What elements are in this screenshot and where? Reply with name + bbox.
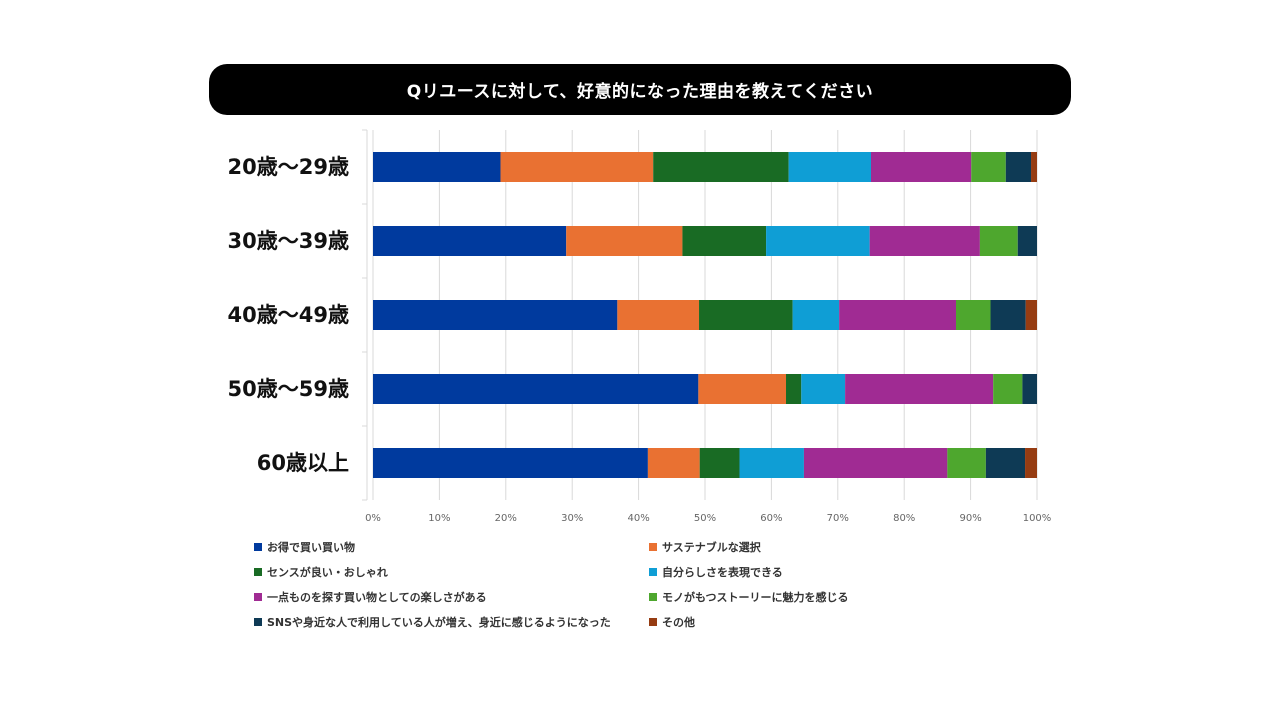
bar-segment — [801, 374, 846, 404]
bar-segment — [1025, 300, 1037, 330]
bar-segment — [871, 152, 972, 182]
category-label: 60歳以上 — [257, 451, 349, 475]
bar-segment — [500, 152, 654, 182]
legend-label: お得で買い買い物 — [267, 540, 355, 554]
bar-segment — [653, 152, 789, 182]
category-label: 30歳～39歳 — [228, 229, 349, 253]
category-label: 20歳～29歳 — [228, 155, 349, 179]
x-tick-label: 10% — [428, 513, 450, 524]
bar-segment — [373, 226, 567, 256]
x-tick-label: 20% — [495, 513, 517, 524]
x-tick-label: 80% — [893, 513, 915, 524]
bar-segment — [803, 448, 948, 478]
bar-segment — [845, 374, 994, 404]
bar-segment — [786, 374, 802, 404]
bar-segment — [788, 152, 871, 182]
bar-segment — [993, 374, 1023, 404]
legend-label: SNSや身近な人で利用している人が増え、身近に感じるようになった — [267, 615, 611, 629]
x-tick-label: 100% — [1023, 513, 1052, 524]
bar-segment — [766, 226, 870, 256]
bar-segment — [985, 448, 1026, 478]
bar-segment — [566, 226, 683, 256]
x-tick-label: 70% — [827, 513, 849, 524]
x-tick-label: 50% — [694, 513, 716, 524]
bar-segment — [990, 300, 1026, 330]
bar-segment — [647, 448, 700, 478]
bar-segment — [698, 374, 787, 404]
x-tick-label: 40% — [627, 513, 649, 524]
bar-segment — [947, 448, 986, 478]
bar-segment — [979, 226, 1018, 256]
legend-swatch — [254, 568, 262, 576]
bar-segment — [955, 300, 991, 330]
bar-segment — [1017, 226, 1037, 256]
legend-label: モノがもつストーリーに魅力を感じる — [662, 590, 849, 604]
legend-label: センスが良い・おしゃれ — [267, 565, 388, 579]
bar-segment — [1025, 448, 1037, 478]
x-tick-label: 0% — [365, 513, 381, 524]
bar-segment — [373, 152, 501, 182]
bar-segment — [792, 300, 840, 330]
bar-segment — [739, 448, 804, 478]
legend-swatch — [254, 593, 262, 601]
chart-title: Qリユースに対して、好意的になった理由を教えてください — [406, 82, 874, 102]
bar-segment — [1022, 374, 1037, 404]
legend-label: その他 — [662, 615, 695, 629]
bar-segment — [373, 300, 618, 330]
legend-swatch — [649, 568, 657, 576]
legend-swatch — [649, 618, 657, 626]
legend-label: 自分らしさを表現できる — [662, 565, 783, 579]
bar-segment — [971, 152, 1006, 182]
x-tick-label: 60% — [760, 513, 782, 524]
bar-segment — [373, 448, 648, 478]
bar-segment — [869, 226, 980, 256]
bar-segment — [699, 448, 740, 478]
chart-title-bar: Qリユースに対して、好意的になった理由を教えてください — [209, 64, 1071, 115]
legend-swatch — [254, 543, 262, 551]
bar-segment — [1005, 152, 1032, 182]
legend-label: サステナブルな選択 — [662, 540, 762, 554]
bar-segment — [617, 300, 700, 330]
bar-segment — [1031, 152, 1037, 182]
legend-swatch — [254, 618, 262, 626]
category-label: 50歳～59歳 — [228, 377, 349, 401]
x-tick-label: 90% — [959, 513, 981, 524]
bar-segment — [682, 226, 767, 256]
legend-swatch — [649, 543, 657, 551]
bar-segment — [373, 374, 699, 404]
bar-segment — [839, 300, 956, 330]
category-label: 40歳～49歳 — [228, 303, 349, 327]
bar-segment — [699, 300, 793, 330]
x-tick-label: 30% — [561, 513, 583, 524]
legend-label: 一点ものを探す買い物としての楽しさがある — [267, 590, 487, 604]
legend-swatch — [649, 593, 657, 601]
